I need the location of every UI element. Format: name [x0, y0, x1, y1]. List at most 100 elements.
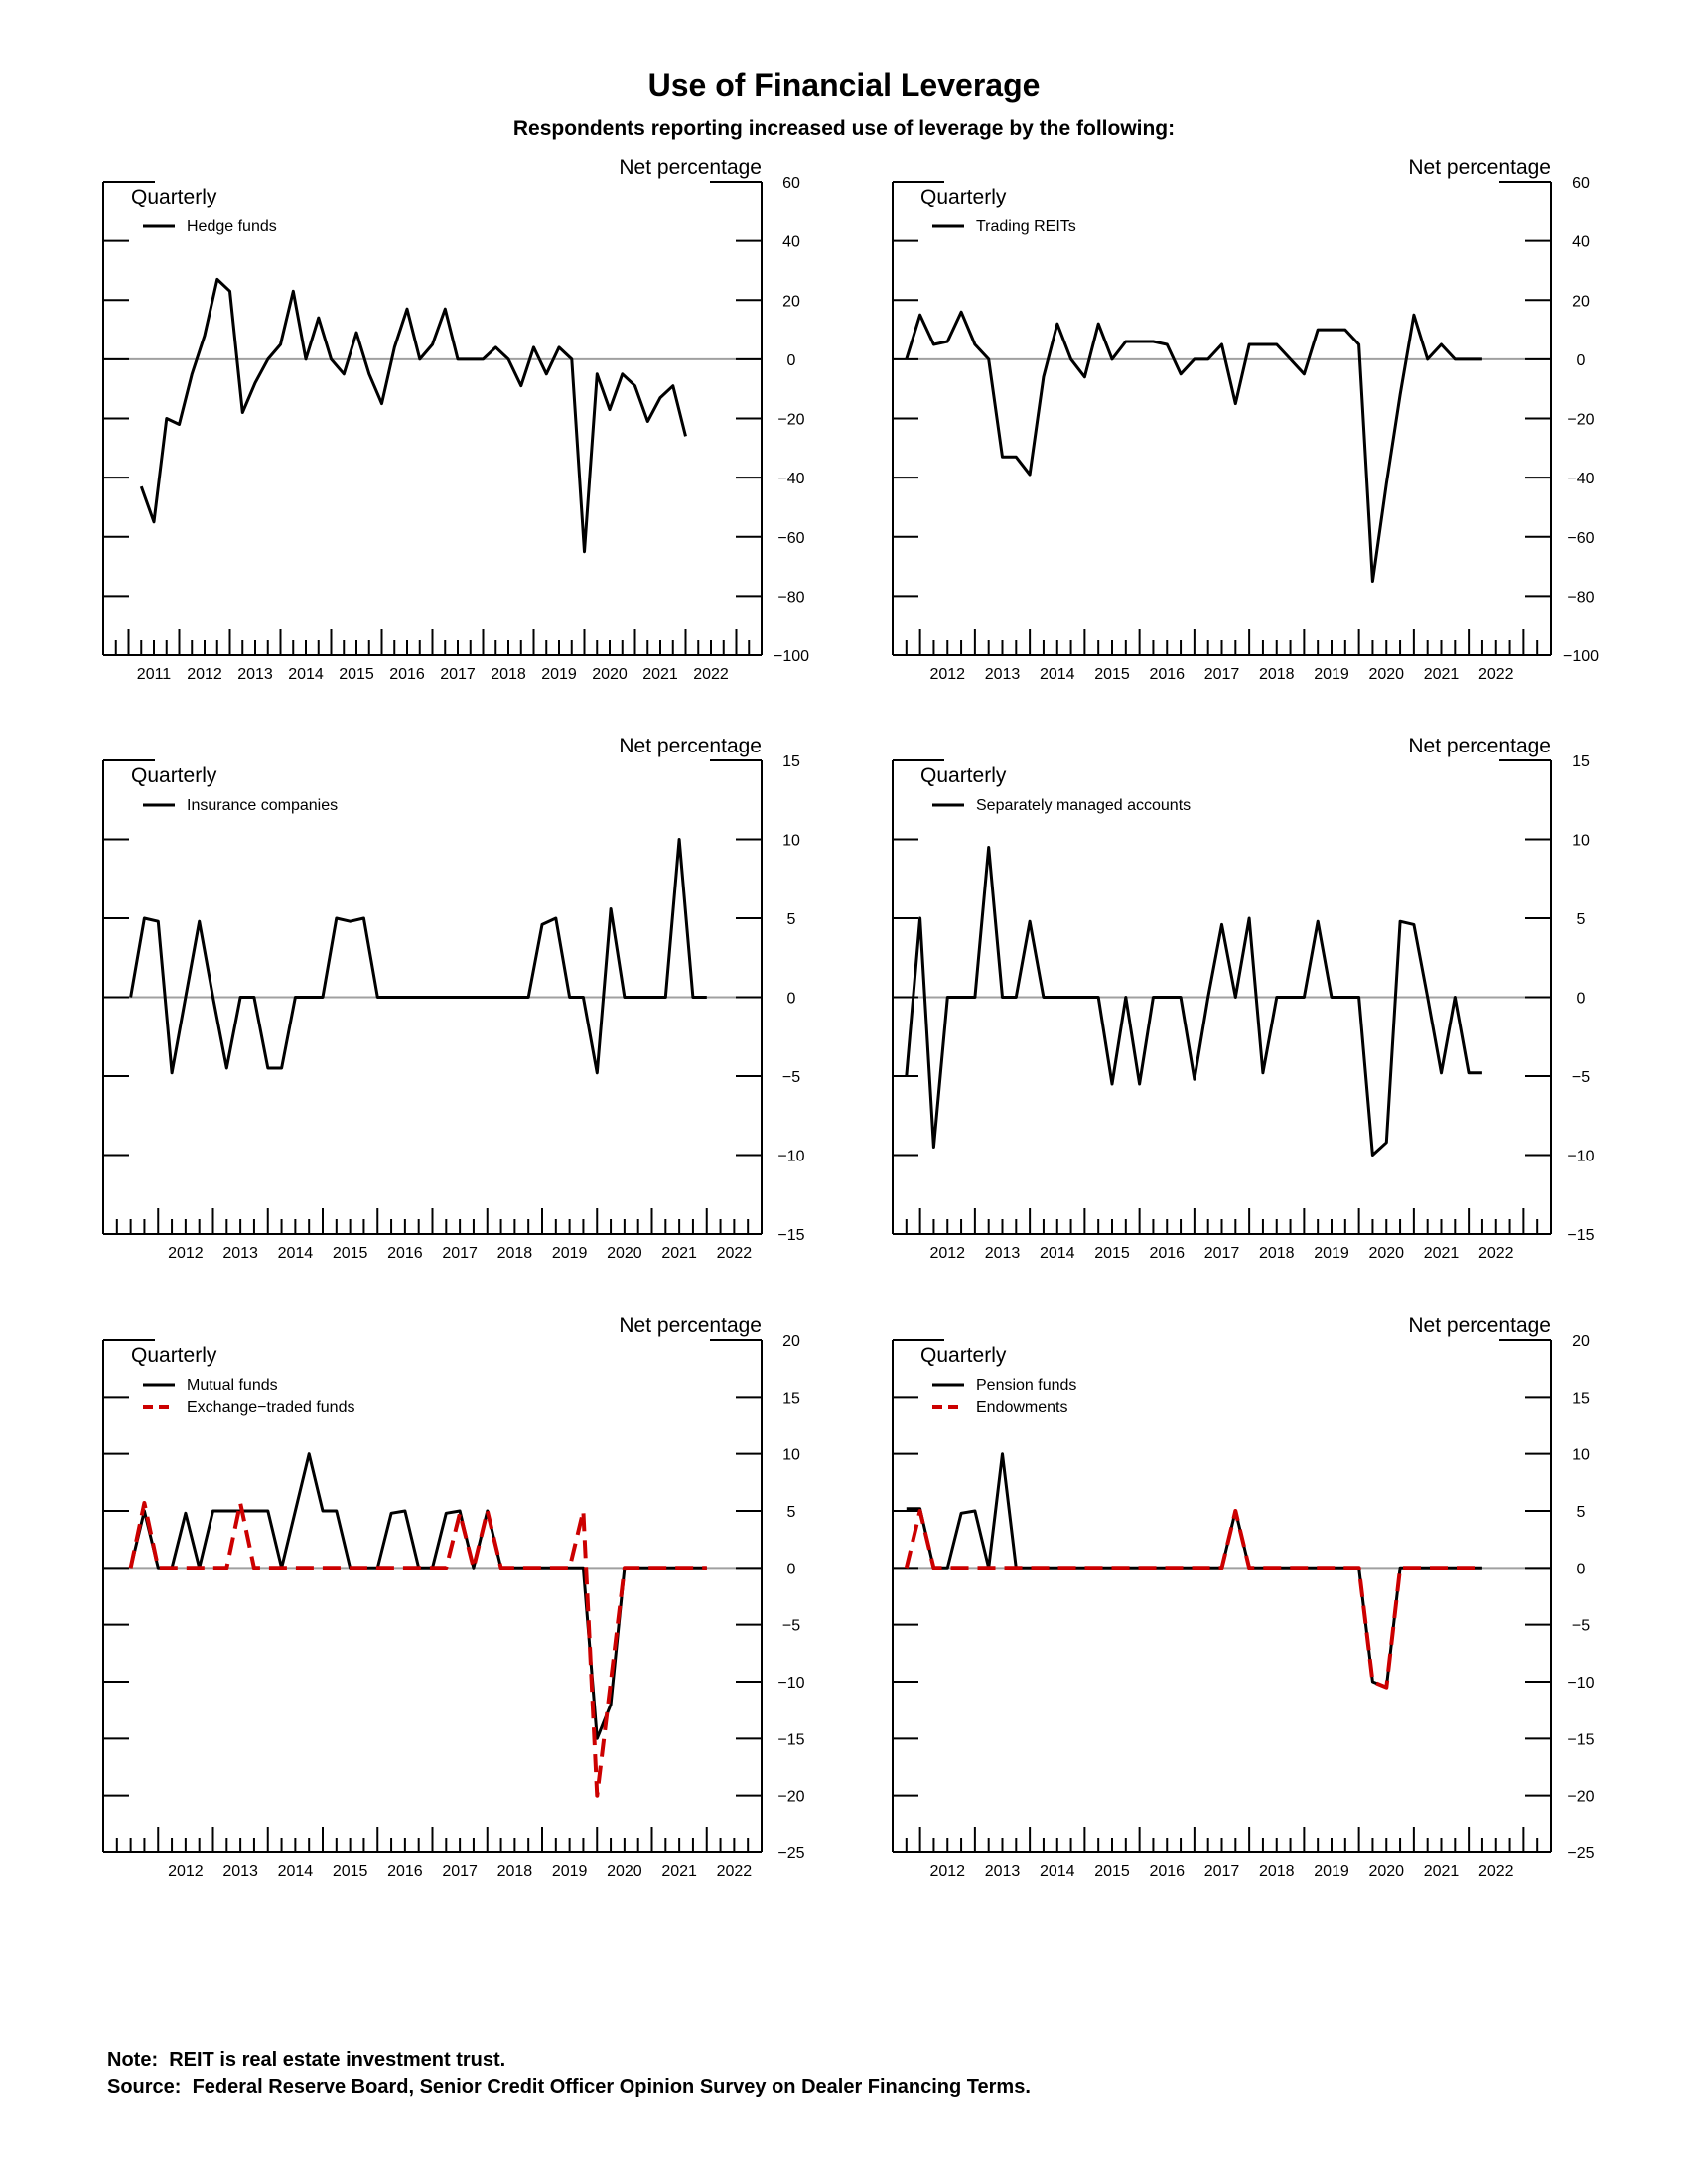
x-tick-label: 2012 — [929, 1245, 965, 1262]
x-tick-label: 2017 — [1204, 1245, 1240, 1262]
y-axis-label: Net percentage — [619, 156, 762, 179]
y-tick-label: 60 — [782, 175, 800, 192]
x-tick-label: 2020 — [1368, 1863, 1404, 1880]
x-tick-label: 2013 — [985, 666, 1021, 683]
x-tick-label: 2021 — [1424, 666, 1460, 683]
frequency-label: Quarterly — [131, 764, 217, 787]
x-tick-label: 2013 — [985, 1245, 1021, 1262]
x-tick-label: 2016 — [387, 1863, 423, 1880]
y-tick-label: −25 — [777, 1845, 804, 1862]
x-tick-label: 2018 — [1259, 666, 1295, 683]
x-tick-label: 2022 — [717, 1245, 753, 1262]
y-tick-label: 60 — [1572, 175, 1590, 192]
y-axis-label: Net percentage — [1408, 1314, 1551, 1337]
y-tick-label: 5 — [1577, 911, 1586, 928]
x-tick-label: 2018 — [491, 666, 526, 683]
x-tick-label: 2015 — [1094, 1863, 1130, 1880]
x-tick-label: 2018 — [1259, 1245, 1295, 1262]
y-tick-label: 15 — [1572, 753, 1590, 770]
x-tick-label: 2014 — [1040, 666, 1075, 683]
y-tick-label: −10 — [777, 1149, 804, 1165]
x-tick-label: 2019 — [1314, 666, 1349, 683]
y-tick-label: 10 — [1572, 833, 1590, 850]
y-tick-label: −20 — [1567, 1789, 1594, 1806]
y-tick-label: 10 — [1572, 1447, 1590, 1464]
y-tick-label: 5 — [787, 1504, 796, 1521]
x-tick-label: 2015 — [333, 1863, 368, 1880]
x-tick-label: 2014 — [278, 1863, 314, 1880]
y-tick-label: −15 — [777, 1227, 804, 1244]
y-tick-label: −10 — [1567, 1675, 1594, 1692]
y-tick-label: 20 — [1572, 293, 1590, 310]
x-tick-label: 2019 — [541, 666, 577, 683]
x-tick-label: 2021 — [661, 1245, 697, 1262]
x-tick-label: 2017 — [1204, 666, 1240, 683]
x-tick-label: 2011 — [137, 666, 172, 683]
legend-label-1: Trading REITs — [976, 218, 1076, 235]
chart-panel-1: 60 40 20 0 −20 −40 −60 −80 −100 2011 2012 2013 2014 2… — [102, 156, 809, 683]
y-axis-label: Net percentage — [619, 1314, 762, 1337]
x-tick-label: 2022 — [1478, 666, 1514, 683]
y-axis-label: Net percentage — [1408, 735, 1551, 757]
y-tick-label: 5 — [1577, 1504, 1586, 1521]
y-tick-label: 15 — [782, 1390, 800, 1407]
y-tick-label: 0 — [787, 991, 796, 1008]
y-axis-label: Net percentage — [619, 735, 762, 757]
legend-label-1: Hedge funds — [187, 218, 277, 235]
x-tick-label: 2015 — [339, 666, 374, 683]
frequency-label: Quarterly — [920, 764, 1007, 787]
x-tick-label: 2016 — [1149, 1863, 1185, 1880]
legend-label-1: Separately managed accounts — [976, 797, 1191, 814]
x-tick-label: 2021 — [642, 666, 678, 683]
x-tick-label: 2018 — [1259, 1863, 1295, 1880]
series-line-1 — [905, 310, 1482, 583]
x-tick-label: 2019 — [552, 1863, 588, 1880]
series-line-1 — [139, 277, 687, 554]
x-tick-label: 2020 — [1368, 666, 1404, 683]
legend-label-1: Mutual funds — [187, 1377, 278, 1394]
legend-label-1: Pension funds — [976, 1377, 1076, 1394]
source-text: Source: Federal Reserve Board, Senior Cr… — [107, 2076, 1031, 2098]
y-axis-label: Net percentage — [1408, 156, 1551, 179]
legend-label-2: Exchange−traded funds — [187, 1399, 354, 1416]
x-tick-label: 2016 — [1149, 1245, 1185, 1262]
x-tick-label: 2021 — [1424, 1245, 1460, 1262]
footnotes: Note: REIT is real estate investment tru… — [107, 2047, 1031, 2101]
x-tick-label: 2016 — [1149, 666, 1185, 683]
x-tick-label: 2014 — [278, 1245, 314, 1262]
x-tick-label: 2021 — [661, 1863, 697, 1880]
x-tick-label: 2019 — [1314, 1245, 1349, 1262]
x-tick-label: 2012 — [929, 1863, 965, 1880]
y-tick-label: 15 — [782, 753, 800, 770]
y-tick-label: 5 — [787, 911, 796, 928]
x-tick-label: 2013 — [222, 1245, 258, 1262]
x-tick-label: 2014 — [1040, 1245, 1075, 1262]
y-tick-label: −15 — [777, 1731, 804, 1748]
y-tick-label: 40 — [1572, 234, 1590, 251]
y-tick-label: −5 — [782, 1069, 800, 1086]
y-tick-label: 0 — [787, 352, 796, 369]
x-tick-label: 2020 — [1368, 1245, 1404, 1262]
y-tick-label: 20 — [1572, 1333, 1590, 1350]
y-tick-label: 20 — [782, 293, 800, 310]
x-tick-label: 2017 — [440, 666, 476, 683]
y-tick-label: −10 — [1567, 1149, 1594, 1165]
x-tick-label: 2015 — [1094, 1245, 1130, 1262]
x-tick-label: 2019 — [1314, 1863, 1349, 1880]
y-tick-label: 0 — [1577, 1561, 1586, 1577]
series-line-1 — [905, 846, 1482, 1157]
y-tick-label: −15 — [1567, 1227, 1594, 1244]
y-tick-label: 20 — [782, 1333, 800, 1350]
y-tick-label: −60 — [1567, 530, 1594, 547]
x-tick-label: 2020 — [592, 666, 628, 683]
y-tick-label: −15 — [1567, 1731, 1594, 1748]
x-tick-label: 2015 — [1094, 666, 1130, 683]
page-title: Use of Financial Leverage — [647, 68, 1041, 103]
x-tick-label: 2022 — [1478, 1863, 1514, 1880]
y-tick-label: −100 — [774, 648, 809, 665]
y-tick-label: −40 — [1567, 471, 1594, 487]
x-tick-label: 2013 — [985, 1863, 1021, 1880]
